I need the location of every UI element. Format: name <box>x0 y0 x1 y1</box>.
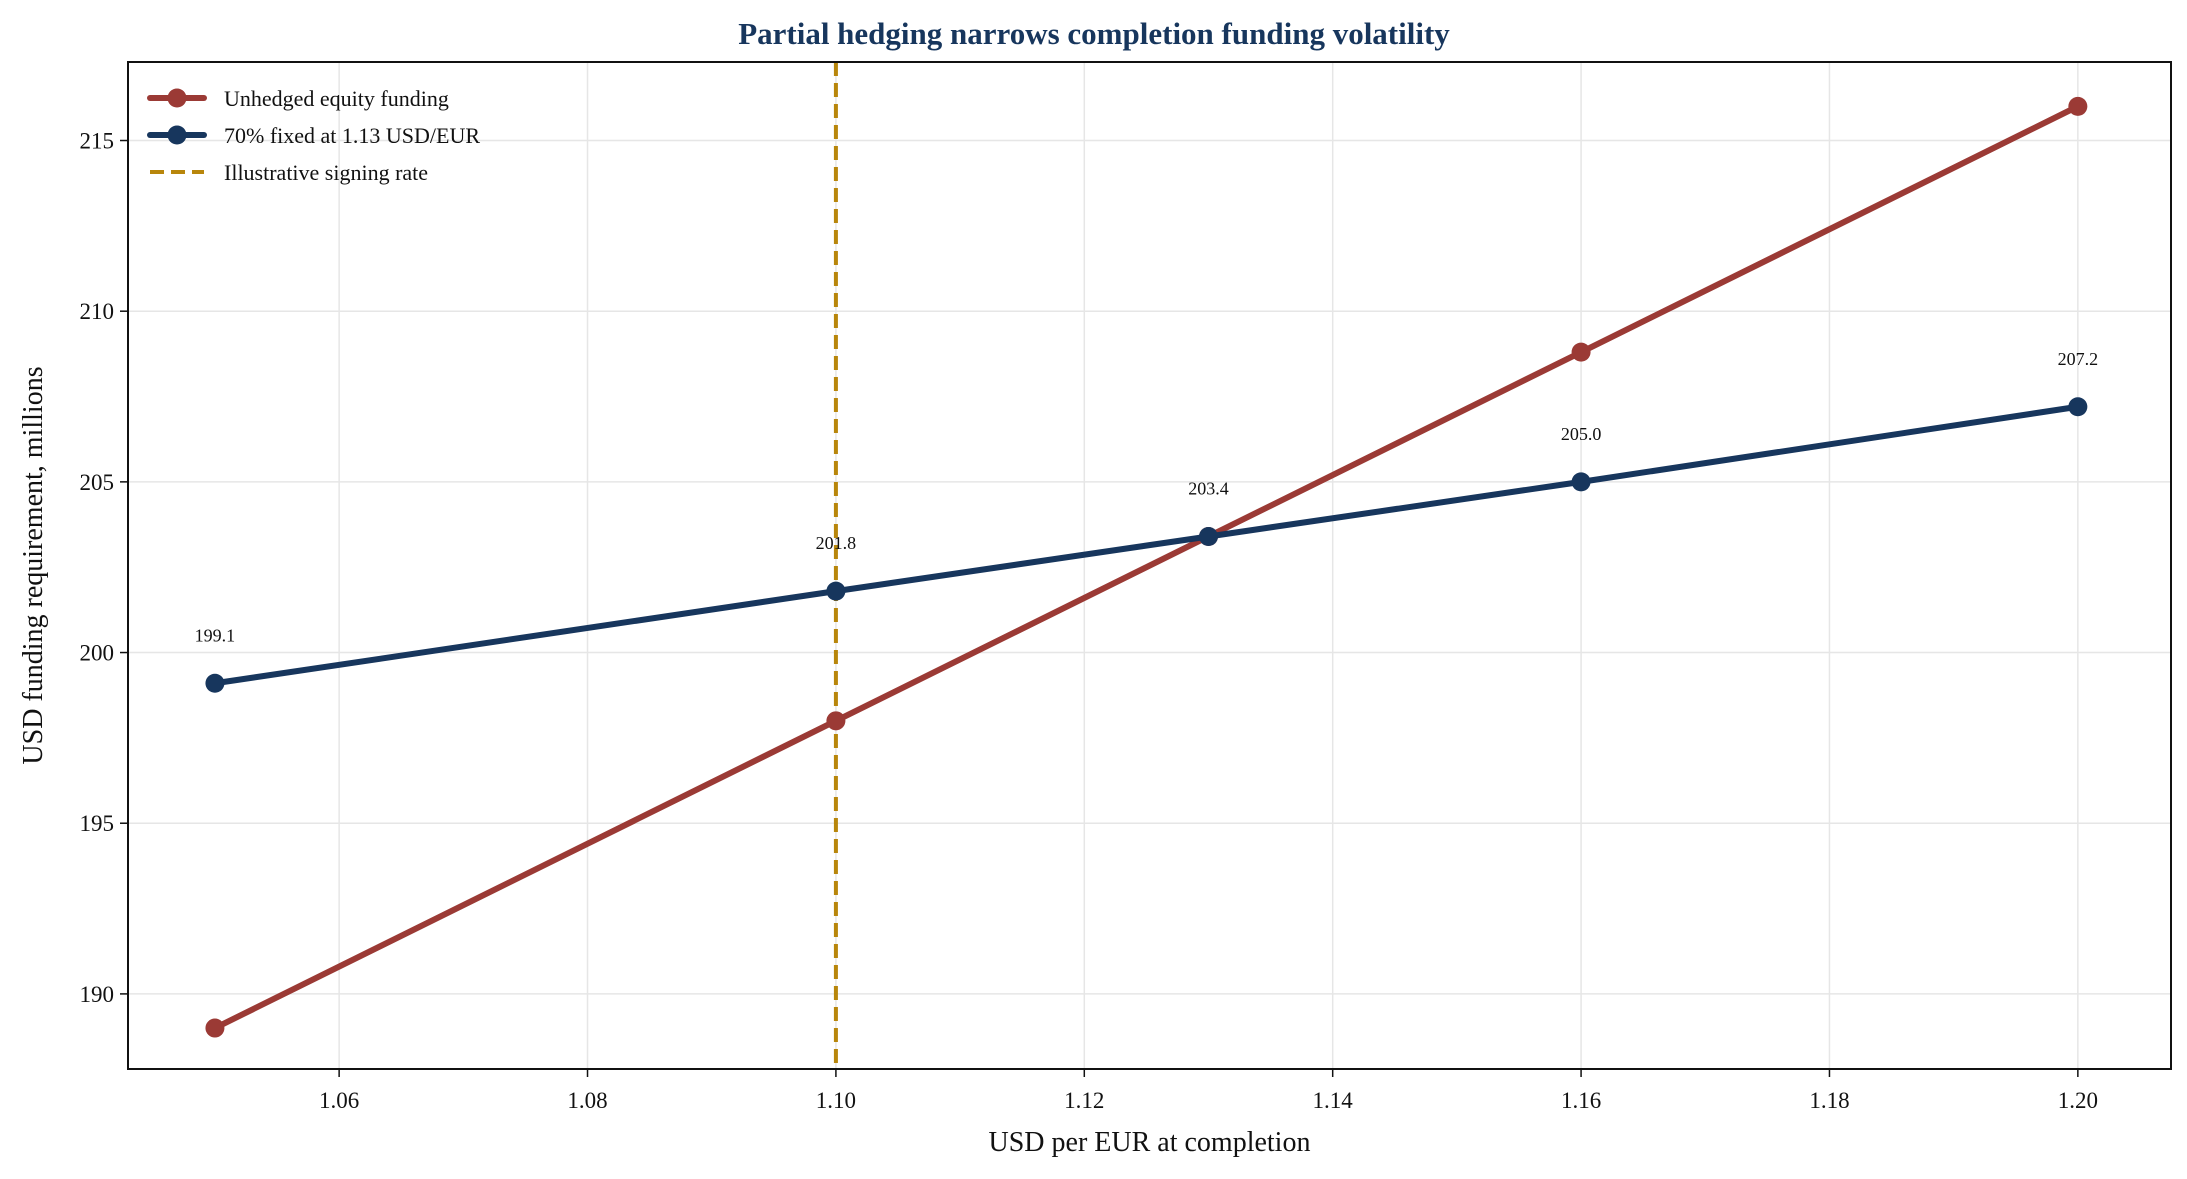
legend-label: Illustrative signing rate <box>224 160 428 185</box>
y-axis-label: USD funding requirement, millions <box>18 366 49 764</box>
y-tick-label: 205 <box>80 470 115 495</box>
legend-label: 70% fixed at 1.13 USD/EUR <box>224 123 480 148</box>
x-tick-label: 1.08 <box>567 1088 607 1113</box>
x-tick-label: 1.10 <box>816 1088 856 1113</box>
grid <box>128 62 2171 1069</box>
legend-swatch-marker <box>167 88 187 108</box>
legend-item: Unhedged equity funding <box>147 86 449 111</box>
series-layer <box>205 96 2088 1038</box>
y-tick-label: 195 <box>80 811 115 836</box>
legend: Unhedged equity funding 70% fixed at 1.13… <box>147 86 480 185</box>
data-point <box>826 711 846 731</box>
data-point <box>1198 526 1218 546</box>
data-point <box>2068 397 2088 417</box>
x-axis-ticks: 1.06 1.08 1.10 1.12 1.14 1.16 1.18 1.20 <box>319 1069 2098 1113</box>
y-axis-ticks: 190 195 200 205 210 215 <box>80 129 128 1007</box>
x-tick-label: 1.12 <box>1064 1088 1104 1113</box>
y-tick-label: 200 <box>80 641 115 666</box>
data-label: 205.0 <box>1561 424 1602 444</box>
data-point <box>205 673 225 693</box>
series-line <box>211 103 2081 1032</box>
x-tick-label: 1.06 <box>319 1088 359 1113</box>
data-point <box>205 1018 225 1038</box>
data-labels: 199.1 201.8 203.4 205.0 207.2 <box>195 349 2098 645</box>
data-label: 207.2 <box>2058 349 2099 369</box>
y-tick-label: 210 <box>80 299 115 324</box>
data-label: 203.4 <box>1188 478 1229 498</box>
legend-swatch-marker <box>167 125 187 145</box>
data-point <box>1571 342 1591 362</box>
legend-item: 70% fixed at 1.13 USD/EUR <box>147 123 480 148</box>
x-tick-label: 1.16 <box>1561 1088 1601 1113</box>
data-point <box>2068 96 2088 116</box>
data-label: 201.8 <box>816 533 857 553</box>
data-point <box>826 581 846 601</box>
y-tick-label: 190 <box>80 982 115 1007</box>
data-point <box>1571 472 1591 492</box>
chart-title: Partial hedging narrows completion fundi… <box>738 16 1450 51</box>
legend-item: Illustrative signing rate <box>150 160 428 185</box>
x-tick-label: 1.20 <box>2058 1088 2098 1113</box>
series-hedged <box>205 397 2088 693</box>
x-axis-label: USD per EUR at completion <box>989 1127 1311 1158</box>
series-line <box>211 403 2081 687</box>
x-tick-label: 1.14 <box>1313 1088 1354 1113</box>
series-unhedged <box>205 96 2088 1038</box>
data-label: 199.1 <box>195 625 236 645</box>
y-tick-label: 215 <box>80 129 115 154</box>
legend-label: Unhedged equity funding <box>224 86 449 111</box>
plot-frame <box>127 61 2172 1070</box>
x-tick-label: 1.18 <box>1809 1088 1849 1113</box>
